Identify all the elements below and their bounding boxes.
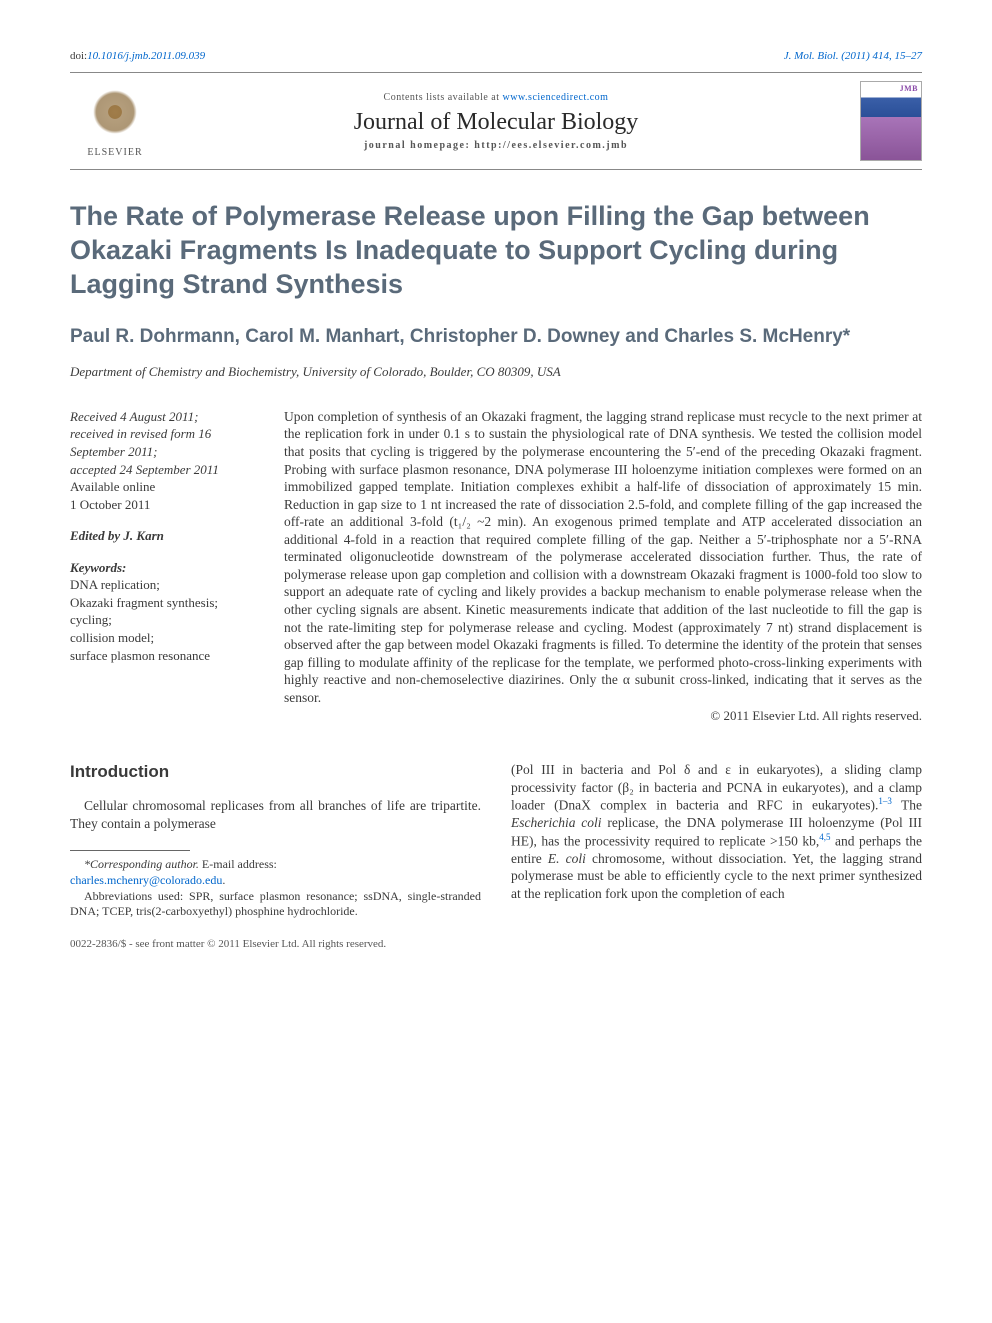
introduction-section: Introduction Cellular chromosomal replic… [70, 761, 922, 920]
doi-prefix: doi: [70, 50, 87, 62]
intro-r1: (Pol III in bacteria and Pol δ and ε in … [511, 762, 922, 813]
revised-date: received in revised form 16 September 20… [70, 425, 260, 460]
doi-block: doi:10.1016/j.jmb.2011.09.039 [70, 50, 205, 62]
journal-homepage: journal homepage: http://ees.elsevier.co… [160, 140, 832, 151]
meta-column: Received 4 August 2011; received in revi… [70, 408, 260, 725]
corresponding-label: *Corresponding author. [84, 857, 199, 871]
received-date: Received 4 August 2011; [70, 408, 260, 426]
intro-left-para: Cellular chromosomal replicases from all… [70, 797, 481, 832]
bottom-copyright-line: 0022-2836/$ - see front matter © 2011 El… [70, 938, 922, 950]
author-email[interactable]: charles.mchenry@colorado.edu [70, 873, 222, 887]
footnote-separator [70, 850, 190, 851]
doi-citation-line: doi:10.1016/j.jmb.2011.09.039 J. Mol. Bi… [70, 50, 922, 62]
meta-abstract-row: Received 4 August 2011; received in revi… [70, 408, 922, 725]
elsevier-label: ELSEVIER [87, 147, 142, 158]
introduction-heading: Introduction [70, 761, 481, 783]
sciencedirect-link[interactable]: www.sciencedirect.com [503, 92, 609, 103]
banner-center: Contents lists available at www.scienced… [160, 92, 832, 151]
contents-prefix: Contents lists available at [384, 92, 503, 103]
article-affiliation: Department of Chemistry and Biochemistry… [70, 364, 922, 380]
article-title: The Rate of Polymerase Release upon Fill… [70, 200, 922, 301]
publisher-logo-block: ELSEVIER [70, 85, 160, 158]
intro-right-column: (Pol III in bacteria and Pol δ and ε in … [511, 761, 922, 920]
edited-by: Edited by J. Karn [70, 527, 260, 545]
abstract-text: Upon completion of synthesis of an Okaza… [284, 409, 922, 705]
intro-left-column: Introduction Cellular chromosomal replic… [70, 761, 481, 920]
citation-4-5[interactable]: 4,5 [819, 832, 830, 842]
corresponding-author-footnote: *Corresponding author. E-mail address: c… [70, 857, 481, 888]
keywords-label: Keywords: [70, 559, 260, 577]
accepted-date: accepted 24 September 2011 [70, 461, 260, 479]
journal-citation: J. Mol. Biol. (2011) 414, 15–27 [784, 50, 922, 62]
contents-available-line: Contents lists available at www.scienced… [160, 92, 832, 103]
email-label: E-mail address: [199, 857, 277, 871]
keywords-list: DNA replication; Okazaki fragment synthe… [70, 576, 260, 664]
jmb-cover-label: JMB [900, 84, 918, 93]
online-date: 1 October 2011 [70, 496, 260, 514]
elsevier-tree-icon [85, 85, 145, 145]
abbreviations-footnote: Abbreviations used: SPR, surface plasmon… [70, 889, 481, 920]
article-authors: Paul R. Dohrmann, Carol M. Manhart, Chri… [70, 325, 922, 350]
journal-banner: ELSEVIER Contents lists available at www… [70, 72, 922, 170]
journal-name: Journal of Molecular Biology [160, 109, 832, 136]
doi-link[interactable]: 10.1016/j.jmb.2011.09.039 [87, 50, 205, 62]
banner-right: JMB [832, 81, 922, 161]
history-block: Received 4 August 2011; received in revi… [70, 408, 260, 513]
email-period: . [222, 873, 225, 887]
online-label: Available online [70, 478, 260, 496]
abstract-copyright: © 2011 Elsevier Ltd. All rights reserved… [284, 708, 922, 725]
keywords-block: Keywords: DNA replication; Okazaki fragm… [70, 559, 260, 664]
intro-right-para: (Pol III in bacteria and Pol δ and ε in … [511, 761, 922, 902]
citation-1-3[interactable]: 1–3 [878, 796, 892, 806]
abstract-column: Upon completion of synthesis of an Okaza… [284, 408, 922, 725]
jmb-cover-thumbnail: JMB [860, 81, 922, 161]
